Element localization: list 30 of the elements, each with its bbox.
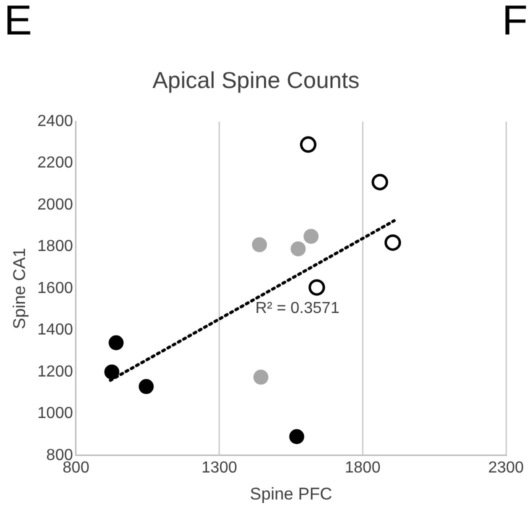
y-tick-label: 1400 (37, 322, 74, 339)
point (290, 241, 306, 256)
point (308, 279, 326, 296)
y-tick-label: 2000 (37, 196, 74, 214)
point (253, 370, 268, 385)
point (104, 364, 120, 380)
x-axis-title: Spine PFC (250, 484, 332, 504)
y-axis-title: Spine CA1 (10, 248, 29, 330)
y-tick-label: 2200 (37, 154, 74, 172)
text: E (4, 0, 32, 44)
point (289, 429, 304, 444)
point (108, 335, 124, 350)
x-tick-label: 800 (62, 459, 90, 476)
point (384, 234, 402, 251)
point (372, 174, 388, 190)
x-tick-label: 1800 (344, 459, 381, 476)
point (138, 379, 154, 394)
x-tick-label: 2300 (488, 459, 524, 476)
y-tick-label: 2400 (37, 113, 74, 130)
chart-title: Apical Spine Counts (152, 67, 360, 94)
y-tick-label: 1200 (37, 363, 74, 380)
point (304, 228, 319, 244)
point (300, 136, 316, 153)
y-tick-label: 1000 (37, 405, 74, 422)
y-tick-label: 1800 (37, 238, 74, 256)
y-tick-label: 1600 (37, 280, 74, 297)
text: F (502, 0, 528, 44)
point (252, 237, 267, 252)
annotation: R² = 0.3571 (255, 300, 340, 317)
x-tick-label: 1300 (202, 459, 238, 476)
